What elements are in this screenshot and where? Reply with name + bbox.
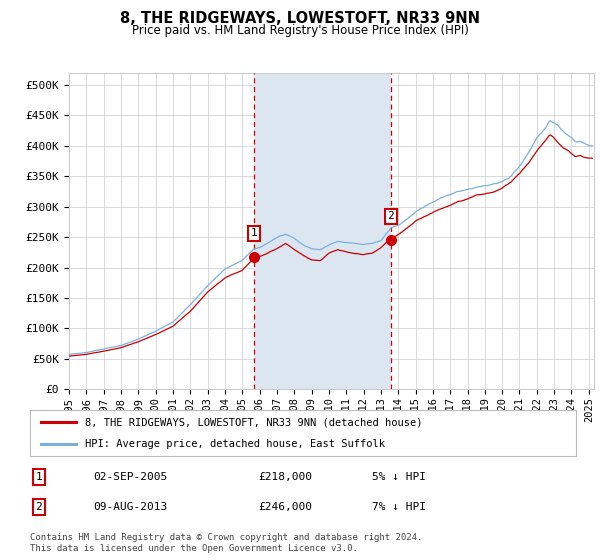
Text: 2: 2 bbox=[35, 502, 43, 512]
Text: Price paid vs. HM Land Registry's House Price Index (HPI): Price paid vs. HM Land Registry's House … bbox=[131, 24, 469, 36]
Text: 1: 1 bbox=[251, 228, 257, 239]
Text: 1: 1 bbox=[35, 472, 43, 482]
Bar bbox=[254, 73, 391, 389]
Text: 8, THE RIDGEWAYS, LOWESTOFT, NR33 9NN (detached house): 8, THE RIDGEWAYS, LOWESTOFT, NR33 9NN (d… bbox=[85, 417, 422, 427]
Text: 02-SEP-2005: 02-SEP-2005 bbox=[93, 472, 167, 482]
Text: 09-AUG-2013: 09-AUG-2013 bbox=[93, 502, 167, 512]
Text: 5% ↓ HPI: 5% ↓ HPI bbox=[372, 472, 426, 482]
Text: 7% ↓ HPI: 7% ↓ HPI bbox=[372, 502, 426, 512]
Text: Contains HM Land Registry data © Crown copyright and database right 2024.
This d: Contains HM Land Registry data © Crown c… bbox=[30, 533, 422, 553]
Text: 2: 2 bbox=[388, 211, 394, 221]
Text: 8, THE RIDGEWAYS, LOWESTOFT, NR33 9NN: 8, THE RIDGEWAYS, LOWESTOFT, NR33 9NN bbox=[120, 11, 480, 26]
Text: £246,000: £246,000 bbox=[258, 502, 312, 512]
Text: £218,000: £218,000 bbox=[258, 472, 312, 482]
Text: HPI: Average price, detached house, East Suffolk: HPI: Average price, detached house, East… bbox=[85, 440, 385, 450]
